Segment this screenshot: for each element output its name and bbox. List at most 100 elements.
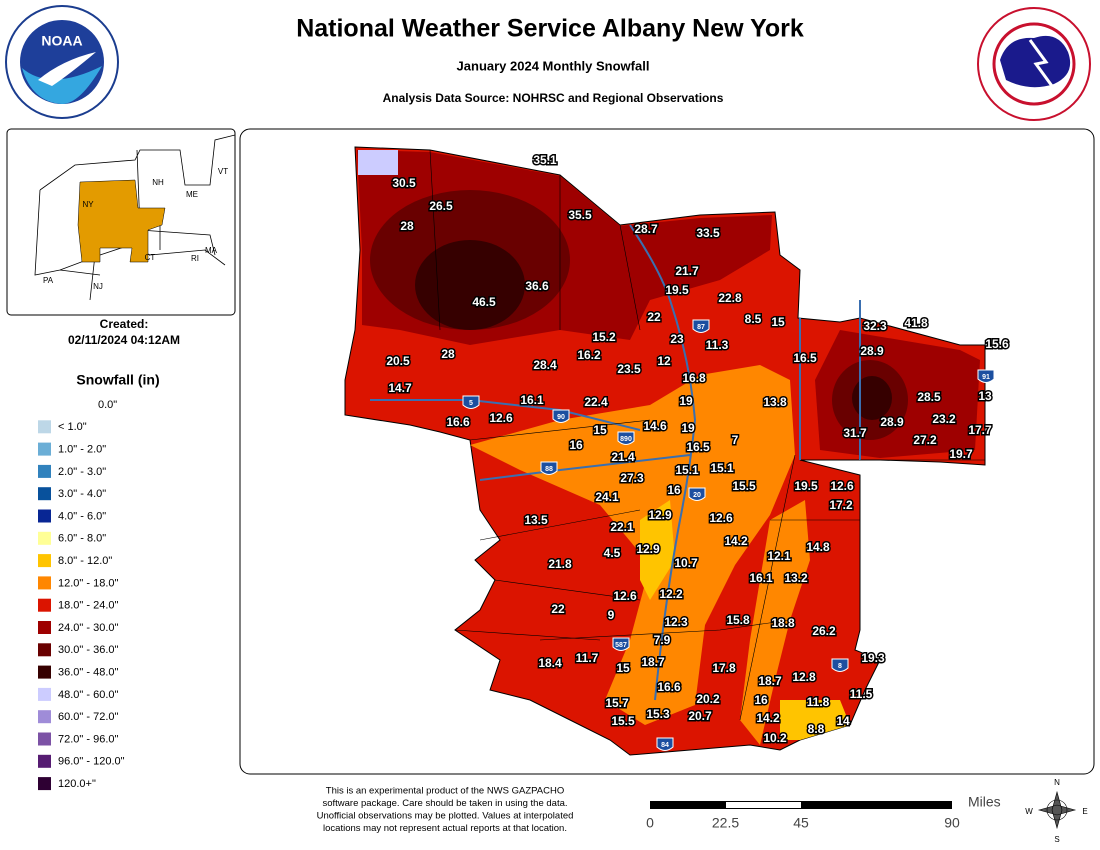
station-value: 16.6 xyxy=(657,680,681,694)
station-value: 19.3 xyxy=(861,651,885,665)
station-value: 28 xyxy=(441,347,455,361)
station-value: 16 xyxy=(667,483,681,497)
station-value: 16 xyxy=(569,438,583,452)
legend-swatch xyxy=(38,732,51,746)
legend-swatch xyxy=(38,554,51,568)
station-value: 15.2 xyxy=(592,330,616,344)
station-value: 17.2 xyxy=(829,498,853,512)
shield-number: 8 xyxy=(838,663,842,670)
station-value: 22 xyxy=(647,310,661,324)
station-value: 12.9 xyxy=(636,542,660,556)
legend-label: 6.0" - 8.0" xyxy=(58,533,106,545)
station-value: 41.8 xyxy=(904,316,928,330)
station-value: 23 xyxy=(670,332,684,346)
station-value: 11.8 xyxy=(807,695,830,709)
station-value: 9 xyxy=(608,608,615,622)
station-value: 31.7 xyxy=(843,426,867,440)
station-value: 18.7 xyxy=(758,674,782,688)
disclaimer-line: locations may not represent actual repor… xyxy=(323,823,567,834)
interstate-shield xyxy=(831,658,849,672)
legend-swatch xyxy=(38,442,51,456)
station-value: 28.7 xyxy=(634,222,658,236)
station-value: 12.1 xyxy=(767,549,791,563)
inset-label: RI xyxy=(191,254,199,263)
noaa-logo: NOAA xyxy=(5,5,119,119)
compass-letter: N xyxy=(1054,778,1060,787)
subtitle: January 2024 Monthly Snowfall xyxy=(457,58,650,73)
legend-label: 8.0" - 12.0" xyxy=(58,555,112,567)
station-value: 15.8 xyxy=(726,613,750,627)
station-value: 8.8 xyxy=(808,722,825,736)
inset-map xyxy=(6,128,236,316)
station-value: 20.7 xyxy=(688,709,712,723)
station-value: 32.3 xyxy=(863,319,887,333)
station-value: 12.6 xyxy=(613,589,637,603)
station-value: 14.8 xyxy=(806,540,830,554)
inset-label: CT xyxy=(145,253,156,262)
inset-label: MA xyxy=(205,246,218,255)
legend-label: 120.0+" xyxy=(58,778,96,790)
station-value: 13.8 xyxy=(763,395,787,409)
legend-swatch xyxy=(38,576,51,590)
title: National Weather Service Albany New York xyxy=(296,15,804,43)
station-value: 12.8 xyxy=(792,670,816,684)
interstate-shield xyxy=(462,395,480,409)
legend-label: 36.0" - 48.0" xyxy=(58,667,118,679)
legend-swatch xyxy=(38,754,51,768)
shield-number: 90 xyxy=(557,414,565,421)
station-value: 11.7 xyxy=(576,651,599,665)
station-value: 19 xyxy=(681,421,695,435)
station-value: 15.7 xyxy=(605,696,629,710)
station-value: 8.5 xyxy=(745,312,762,326)
station-value: 21.8 xyxy=(548,557,572,571)
station-value: 15.5 xyxy=(732,479,756,493)
legend-label: 12.0" - 18.0" xyxy=(58,577,118,589)
station-value: 16.5 xyxy=(793,351,817,365)
station-value: 28.5 xyxy=(917,390,941,404)
inset-label: VT xyxy=(218,167,228,176)
interstate-shield xyxy=(540,461,558,475)
snowfall-analysis xyxy=(344,146,986,756)
shield-number: 20 xyxy=(693,492,701,499)
compass-letter: S xyxy=(1054,835,1059,844)
station-value: 16.6 xyxy=(446,415,470,429)
scale-bar xyxy=(650,801,952,809)
legend-swatch xyxy=(38,777,51,791)
inset-label: NJ xyxy=(93,282,103,291)
legend-label: 2.0" - 3.0" xyxy=(58,466,106,478)
station-value: 22 xyxy=(551,602,565,616)
station-value: 18.7 xyxy=(641,655,665,669)
station-value: 23.2 xyxy=(932,412,956,426)
station-value: 18.4 xyxy=(538,656,562,670)
station-value: 13.5 xyxy=(524,513,548,527)
station-value: 28.9 xyxy=(860,344,884,358)
station-value: 13 xyxy=(978,389,992,403)
station-value: 12.2 xyxy=(659,587,683,601)
station-value: 14.7 xyxy=(388,381,412,395)
station-value: 19.7 xyxy=(949,447,973,461)
station-value: 15.6 xyxy=(985,337,1009,351)
station-value: 14 xyxy=(836,714,850,728)
station-value: 35.5 xyxy=(568,208,592,222)
station-value: 23.5 xyxy=(617,362,641,376)
station-value: 10.7 xyxy=(674,556,698,570)
station-value: 15.3 xyxy=(646,707,670,721)
station-value: 19.5 xyxy=(794,479,818,493)
station-value: 27.2 xyxy=(913,433,937,447)
station-value: 15.1 xyxy=(675,463,699,477)
station-value: 33.5 xyxy=(696,226,720,240)
station-value: 35.1 xyxy=(533,153,557,167)
interstate-shield xyxy=(656,737,674,751)
station-value: 16 xyxy=(754,693,768,707)
legend-label: 4.0" - 6.0" xyxy=(58,510,106,522)
scale-tick-label: 0 xyxy=(646,815,654,831)
station-value: 26.5 xyxy=(429,199,453,213)
disclaimer-line: Unofficial observations may be plotted. … xyxy=(317,811,574,822)
station-value: 12.6 xyxy=(709,511,733,525)
station-value: 24.1 xyxy=(595,490,619,504)
station-value: 26.2 xyxy=(812,624,836,638)
legend-label: 1.0" - 2.0" xyxy=(58,444,106,456)
shield-number: 88 xyxy=(545,466,553,473)
compass-letter: E xyxy=(1082,807,1087,816)
